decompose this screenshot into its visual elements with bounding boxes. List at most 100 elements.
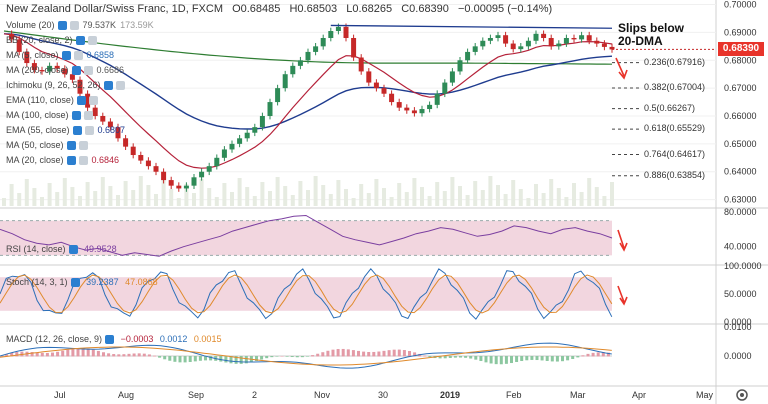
volume-bar — [602, 196, 607, 206]
macd-histogram-bar — [489, 356, 493, 364]
settings-icon[interactable] — [84, 126, 94, 136]
time-tick-label: 2 — [252, 390, 257, 400]
macd-histogram-bar — [81, 348, 85, 357]
macd-histogram-bar — [321, 352, 325, 357]
macd-histogram-bar — [5, 354, 9, 357]
macd-histogram-bar — [596, 352, 600, 357]
macd-histogram-bar — [137, 353, 141, 357]
indicator-row[interactable]: MA (200, close) 0.6686 — [6, 65, 124, 76]
macd-histogram-bar — [530, 356, 534, 360]
macd-histogram-bar — [316, 353, 320, 357]
rsi-tick-label: 80.0000 — [724, 207, 757, 217]
indicator-row[interactable]: EMA (55, close) 0.6807 — [6, 125, 125, 136]
indicator-row[interactable]: BB (20, close, 2) — [6, 35, 97, 46]
macd-histogram-bar — [357, 350, 360, 357]
candle-body — [373, 82, 379, 89]
volume-bar — [169, 189, 174, 206]
symbol-title[interactable]: New Zealand Dollar/Swiss Franc, 1D, FXCM — [6, 3, 224, 15]
macd-histogram-bar — [362, 351, 366, 357]
settings-icon[interactable] — [83, 66, 93, 76]
settings-icon[interactable] — [78, 156, 88, 166]
rsi-label[interactable]: RSI (14, close) — [6, 244, 66, 254]
volume-bar — [549, 179, 554, 206]
macd-tick-label: 0.0100 — [724, 322, 752, 332]
eye-icon[interactable] — [66, 156, 76, 166]
time-tick-label: 30 — [378, 390, 388, 400]
indicator-row[interactable]: MA (100, close) — [6, 110, 93, 121]
eye-icon[interactable] — [71, 111, 81, 121]
indicator-row[interactable]: MA (20, close) 0.6846 — [6, 155, 119, 166]
volume-bar — [214, 197, 219, 206]
indicator-row[interactable]: MA (5, close) 0.6858 — [6, 50, 114, 61]
candle-body — [305, 51, 311, 61]
volume-bar — [161, 180, 166, 206]
eye-icon[interactable] — [66, 141, 76, 151]
eye-icon[interactable] — [105, 335, 115, 345]
eye-icon[interactable] — [72, 126, 82, 136]
indicator-row[interactable]: EMA (110, close) — [6, 95, 98, 106]
macd-histogram-bar — [122, 354, 126, 357]
macd-histogram-bar — [30, 352, 34, 357]
candle-body — [609, 46, 615, 50]
volume-bar — [100, 177, 105, 206]
candle-body — [107, 121, 113, 128]
macd-histogram-bar — [408, 351, 411, 357]
volume-bar — [108, 186, 113, 206]
macd-label[interactable]: MACD (12, 26, close, 9) — [6, 334, 103, 344]
eye-icon[interactable] — [61, 51, 71, 61]
eye-icon[interactable] — [103, 81, 113, 91]
ema55-line — [3, 33, 613, 130]
settings-icon[interactable] — [87, 36, 97, 46]
volume-bar — [496, 185, 500, 206]
ohlc-close: C0.68390 — [401, 3, 449, 15]
volume-bar — [458, 186, 462, 206]
settings-icon[interactable] — [83, 111, 93, 121]
eye-icon[interactable] — [57, 21, 67, 31]
macd-histogram-bar — [566, 356, 570, 361]
candle-body — [343, 26, 349, 38]
macd-histogram-bar — [204, 356, 207, 361]
macd-histogram-bar — [520, 356, 524, 362]
time-tick-label: 2019 — [440, 390, 460, 400]
indicator-row[interactable]: MA (50, close) — [6, 140, 88, 151]
indicator-row[interactable]: Volume (20) 79.537K 173.59K — [6, 20, 154, 31]
indicator-label: MA (20, close) — [6, 155, 64, 165]
stoch-label[interactable]: Stoch (14, 3, 1) — [6, 277, 68, 287]
settings-icon[interactable] — [69, 21, 79, 31]
macd-histogram-bar — [525, 356, 529, 361]
indicator-label: EMA (55, close) — [6, 125, 70, 135]
macd-histogram-bar — [66, 349, 70, 357]
rsi-line — [0, 214, 613, 257]
volume-bar — [382, 188, 386, 206]
macd-histogram-bar — [418, 353, 422, 357]
candle-body — [206, 166, 212, 172]
macd-histogram-bar — [239, 356, 243, 364]
settings-icon[interactable] — [88, 96, 98, 106]
eye-icon[interactable] — [70, 278, 80, 288]
macd-histogram-bar — [459, 356, 462, 358]
volume-bar — [192, 193, 196, 206]
candle-body — [556, 43, 562, 47]
candle-body — [161, 171, 167, 181]
settings-icon[interactable] — [73, 51, 83, 61]
eye-icon[interactable] — [76, 96, 86, 106]
macd-histogram-bar — [117, 354, 121, 357]
volume-bar — [503, 194, 508, 206]
volume-bar — [427, 196, 432, 206]
candle-body — [282, 74, 288, 89]
settings-icon[interactable] — [115, 81, 125, 91]
macd-histogram-bar — [183, 356, 187, 363]
macd-histogram-bar — [86, 348, 90, 357]
settings-icon[interactable] — [78, 141, 88, 151]
macd-histogram-bar — [377, 351, 381, 357]
volume-bar — [154, 194, 158, 206]
macd-histogram-bar — [443, 356, 447, 359]
eye-icon[interactable] — [68, 245, 78, 255]
macd-line-value: 0.0012 — [159, 334, 188, 344]
indicator-row[interactable]: Ichimoku (9, 26, 52, 26) — [6, 80, 125, 91]
eye-icon[interactable] — [71, 66, 81, 76]
candle-body — [221, 149, 227, 158]
macd-histogram-bar — [331, 349, 335, 357]
eye-icon[interactable] — [75, 36, 85, 46]
